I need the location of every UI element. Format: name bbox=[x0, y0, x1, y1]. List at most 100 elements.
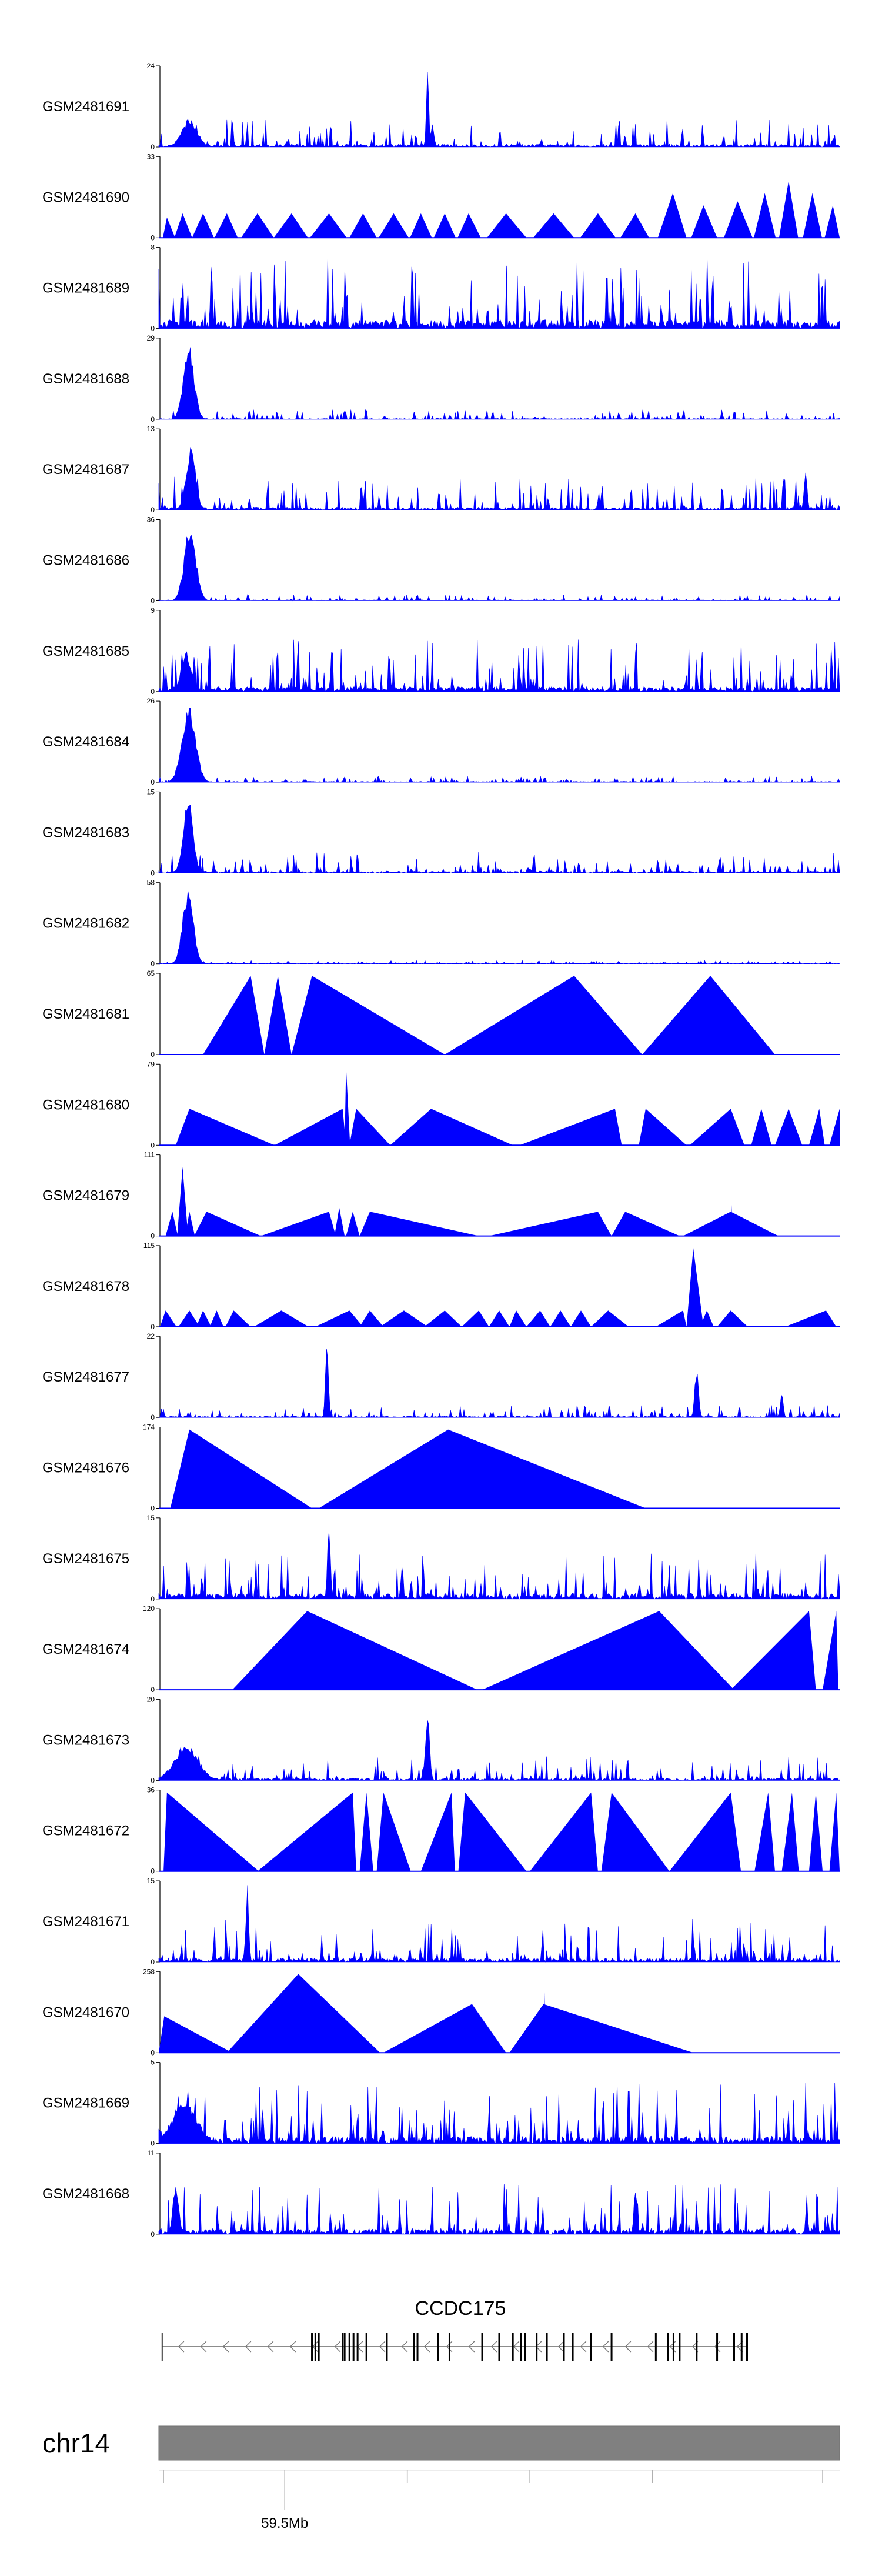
coverage-peak bbox=[165, 1212, 178, 1236]
strand-arrow bbox=[513, 2341, 520, 2353]
track-label: GSM2481676 bbox=[42, 1460, 129, 1476]
coverage-peak bbox=[177, 1167, 188, 1236]
coverage-peak bbox=[462, 1310, 489, 1327]
coverage-peak bbox=[264, 976, 292, 1055]
track-GSM2481675: GSM2481675 15 0 bbox=[42, 1514, 840, 1603]
coverage-peak bbox=[273, 213, 308, 238]
track-label: GSM2481681 bbox=[42, 1006, 129, 1022]
coverage-peak bbox=[754, 1792, 775, 1871]
coverage-peak bbox=[345, 1066, 350, 1146]
coverage-area bbox=[158, 890, 840, 965]
coverage-peak bbox=[215, 213, 238, 238]
y-axis-max-label: 8 bbox=[151, 243, 155, 252]
y-axis-max-label: 11 bbox=[148, 2149, 155, 2157]
coverage-peak bbox=[376, 1792, 411, 1871]
chromosome-ideogram-bar bbox=[158, 2425, 840, 2461]
coverage-peak bbox=[225, 1310, 251, 1327]
coverage-peak bbox=[174, 213, 192, 238]
chromosome-label: chr14 bbox=[42, 2428, 110, 2458]
track-label: GSM2481683 bbox=[42, 825, 129, 840]
coverage-peak bbox=[163, 1792, 259, 1871]
coverage-area bbox=[158, 639, 840, 692]
coverage-peak bbox=[159, 2016, 233, 2053]
track-GSM2481691: GSM2481691 24 0 bbox=[42, 62, 840, 151]
track-GSM2481684: GSM2481684 26 0 bbox=[42, 697, 840, 786]
coverage-area bbox=[158, 805, 840, 874]
y-axis-min-label: 0 bbox=[151, 2140, 155, 2148]
y-axis-max-label: 120 bbox=[143, 1604, 155, 1613]
y-axis-min-label: 0 bbox=[151, 1867, 155, 1876]
track-GSM2481677: GSM2481677 22 0 bbox=[42, 1332, 840, 1422]
coverage-peak bbox=[192, 213, 214, 238]
strand-arrow bbox=[468, 2341, 475, 2353]
y-axis-min-label: 0 bbox=[151, 1958, 155, 1966]
coverage-peak bbox=[445, 976, 643, 1055]
coverage-peak bbox=[509, 2004, 693, 2053]
coverage-peak bbox=[656, 1310, 687, 1327]
coverage-peak bbox=[808, 1109, 825, 1146]
coverage-area bbox=[158, 255, 840, 329]
coverage-peak bbox=[196, 1310, 212, 1327]
coverage-peak bbox=[319, 1429, 646, 1509]
coverage-area bbox=[158, 708, 840, 783]
coverage-peak bbox=[383, 2004, 506, 2053]
y-axis-max-label: 58 bbox=[147, 879, 155, 887]
coverage-peak bbox=[226, 1974, 380, 2053]
track-GSM2481678: GSM2481678 115 0 bbox=[42, 1242, 840, 1331]
y-axis-max-label: 79 bbox=[147, 1060, 155, 1068]
y-axis-max-label: 174 bbox=[143, 1423, 155, 1432]
coverage-peak bbox=[803, 193, 822, 238]
strand-arrow bbox=[222, 2341, 229, 2353]
coverage-peak bbox=[349, 213, 377, 238]
track-GSM2481669: GSM2481669 5 0 bbox=[42, 2058, 840, 2148]
track-GSM2481682: GSM2481682 58 0 bbox=[42, 879, 840, 968]
coverage-peak bbox=[829, 1792, 840, 1871]
y-axis-min-label: 0 bbox=[151, 1141, 155, 1149]
coverage-peak bbox=[530, 1792, 598, 1871]
y-axis-max-label: 36 bbox=[147, 1786, 155, 1794]
coverage-peak bbox=[601, 1792, 670, 1871]
track-label: GSM2481678 bbox=[42, 1279, 129, 1294]
coverage-peak bbox=[359, 1310, 384, 1327]
coverage-peak bbox=[241, 213, 274, 238]
y-axis-max-label: 111 bbox=[144, 1151, 155, 1159]
y-axis-min-label: 0 bbox=[151, 1504, 155, 1513]
coverage-peak bbox=[620, 213, 649, 238]
coverage-peak bbox=[785, 1310, 837, 1327]
y-axis-min-label: 0 bbox=[151, 325, 155, 333]
coverage-peak bbox=[346, 1212, 360, 1236]
y-axis-min-label: 0 bbox=[151, 1776, 155, 1784]
y-axis-min-label: 0 bbox=[151, 1413, 155, 1422]
coverage-peak bbox=[754, 193, 776, 238]
coverage-peak bbox=[162, 217, 175, 238]
coverage-peak bbox=[591, 1310, 629, 1327]
track-GSM2481680: GSM2481680 79 0 bbox=[42, 1060, 840, 1149]
track-GSM2481683: GSM2481683 15 0 bbox=[42, 788, 840, 877]
track-label: GSM2481673 bbox=[42, 1732, 129, 1748]
coverage-peak bbox=[315, 1310, 363, 1327]
track-label: GSM2481687 bbox=[42, 462, 129, 478]
coverage-peak bbox=[433, 213, 456, 238]
coverage-peak bbox=[359, 1212, 479, 1236]
strand-arrow bbox=[714, 2341, 721, 2353]
y-axis-max-label: 5 bbox=[151, 2058, 155, 2067]
y-axis-min-label: 0 bbox=[151, 688, 155, 696]
track-label: GSM2481671 bbox=[42, 1914, 129, 1930]
coverage-peak bbox=[724, 201, 753, 238]
coverage-peak bbox=[457, 213, 481, 238]
coverage-peak bbox=[683, 1212, 779, 1236]
track-GSM2481676: GSM2481676 174 0 bbox=[42, 1423, 840, 1513]
strand-arrow bbox=[334, 2341, 341, 2353]
track-label: GSM2481675 bbox=[42, 1551, 129, 1567]
coverage-peak bbox=[203, 976, 265, 1055]
track-label: GSM2481682 bbox=[42, 916, 129, 932]
y-axis-max-label: 258 bbox=[143, 1967, 155, 1976]
coverage-peak bbox=[829, 1109, 840, 1146]
y-axis-min-label: 0 bbox=[151, 143, 155, 151]
coverage-peak bbox=[379, 213, 409, 238]
y-axis-max-label: 9 bbox=[151, 606, 155, 615]
coverage-area bbox=[158, 535, 840, 602]
strand-arrow bbox=[289, 2341, 296, 2353]
track-label: GSM2481686 bbox=[42, 553, 129, 569]
coverage-area bbox=[158, 2184, 840, 2235]
